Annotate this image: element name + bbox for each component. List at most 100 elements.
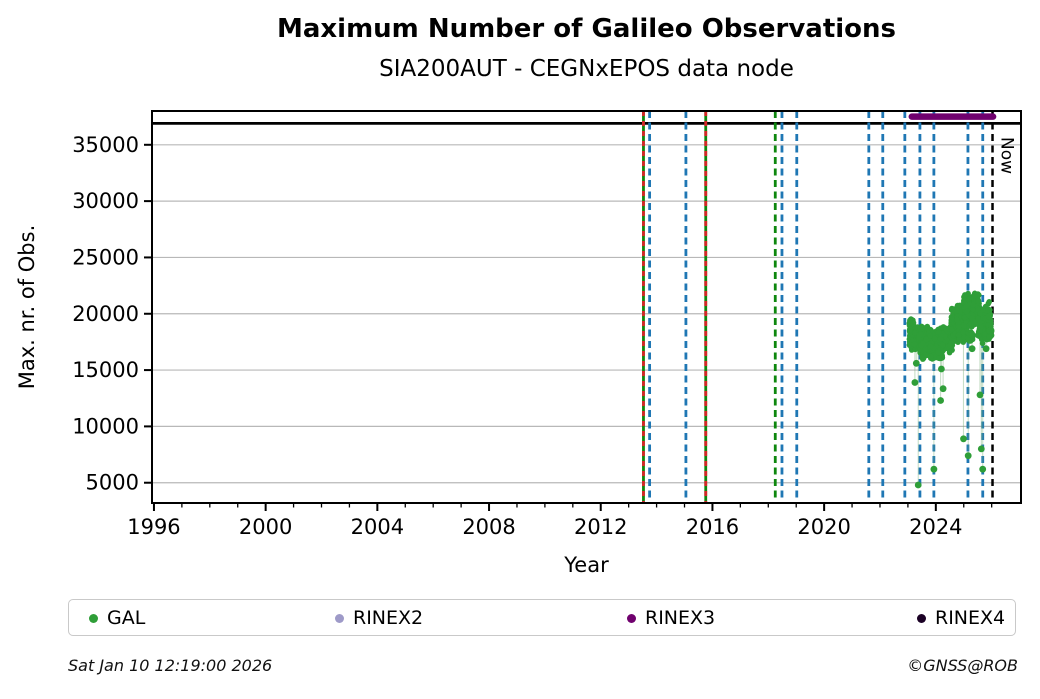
x-tick-label: 2020 — [797, 515, 850, 539]
chart-subtitle: SIA200AUT - CEGNxEPOS data node — [379, 56, 794, 82]
gal-outlier-point — [976, 391, 984, 399]
gal-point — [977, 318, 983, 325]
gal-point — [969, 315, 975, 321]
y-tick-label: 25000 — [72, 245, 139, 269]
gal-point — [917, 331, 924, 338]
gal-point — [963, 308, 970, 315]
gal-point — [986, 334, 993, 341]
x-tick-label: 2016 — [686, 515, 739, 539]
credit-text: ©GNSS@ROB — [907, 656, 1018, 675]
y-tick-label: 10000 — [72, 414, 139, 438]
gal-outlier-point — [964, 452, 972, 460]
y-tick-label: 35000 — [72, 133, 139, 157]
gal-outlier-point — [914, 481, 922, 489]
x-tick-label: 2012 — [574, 515, 627, 539]
rinex2-marker-icon — [335, 614, 344, 623]
gal-point — [910, 320, 916, 327]
gal-point — [935, 329, 942, 335]
legend-item-rinex2: RINEX2 — [335, 600, 423, 637]
gal-outlier-point — [930, 465, 938, 473]
legend-item-gal: GAL — [89, 600, 145, 637]
legend: GAL RINEX2 RINEX3 RINEX4 — [68, 599, 1016, 636]
gal-point — [979, 340, 986, 347]
gal-point — [977, 328, 983, 334]
gal-point — [986, 299, 992, 305]
gal-point — [962, 292, 968, 298]
gal-outlier-point — [939, 385, 947, 393]
gal-point — [977, 310, 983, 317]
gal-point — [975, 298, 982, 304]
rinex3-marker-icon — [627, 614, 636, 623]
gal-point — [954, 307, 960, 314]
gal-point — [971, 291, 978, 298]
gal-point — [937, 336, 944, 342]
gal-outlier-point — [912, 359, 920, 367]
legend-item-rinex4: RINEX4 — [917, 600, 1005, 637]
x-tick-label: 2008 — [462, 515, 515, 539]
y-tick-label: 20000 — [72, 302, 139, 326]
now-label: Now — [997, 137, 1017, 174]
gal-point — [954, 316, 960, 323]
gal-point — [923, 352, 929, 359]
gal-point — [923, 324, 929, 331]
legend-label: RINEX4 — [935, 607, 1006, 629]
gal-point — [975, 333, 982, 339]
legend-label: RINEX2 — [353, 607, 424, 629]
gal-outlier-point — [979, 465, 987, 473]
y-tick-label: 5000 — [86, 471, 139, 495]
gal-point — [985, 313, 992, 320]
gal-point — [911, 341, 918, 348]
gal-point — [932, 335, 938, 342]
gal-outlier-point — [911, 379, 919, 386]
gal-point — [961, 322, 967, 329]
gal-point — [935, 349, 942, 356]
gal-point — [970, 306, 976, 313]
gal-point — [988, 326, 994, 333]
gal-outlier-point — [968, 345, 976, 353]
gal-point — [927, 343, 934, 350]
gal-point — [919, 325, 925, 332]
chart-title: Maximum Number of Galileo Observations — [276, 14, 897, 44]
gal-point — [963, 303, 970, 309]
x-tick-label: 1996 — [127, 515, 180, 539]
gal-point — [912, 329, 918, 336]
gal-point — [954, 303, 961, 309]
legend-item-rinex3: RINEX3 — [627, 600, 715, 637]
gal-point — [969, 331, 975, 338]
gal-marker-icon — [89, 614, 98, 623]
gal-point — [955, 332, 962, 338]
gal-point — [949, 326, 955, 333]
gal-point — [948, 340, 955, 346]
gal-point — [980, 306, 986, 313]
gal-point — [920, 340, 926, 347]
y-axis-label: Max. nr. of Obs. — [15, 225, 39, 390]
gal-point — [947, 348, 953, 355]
x-tick-label: 2004 — [351, 515, 404, 539]
gal-outlier-point — [960, 435, 967, 443]
timestamp-text: Sat Jan 10 12:19:00 2026 — [68, 656, 273, 675]
legend-label: RINEX3 — [645, 607, 716, 629]
gal-point — [939, 342, 946, 348]
y-tick-label: 15000 — [72, 358, 139, 382]
gal-point — [927, 353, 934, 360]
gal-point — [960, 329, 966, 336]
plot-border — [151, 110, 1022, 504]
x-tick-label: 2000 — [239, 515, 292, 539]
x-axis-label: Year — [563, 553, 609, 577]
gal-point — [907, 341, 913, 348]
gal-point — [970, 301, 976, 308]
x-tick-label: 2024 — [909, 515, 962, 539]
gal-point — [936, 355, 942, 362]
legend-label: GAL — [107, 607, 146, 629]
gal-outlier-point — [977, 445, 985, 453]
gal-point — [923, 336, 930, 343]
gal-outlier-point — [937, 397, 944, 404]
gal-point — [906, 328, 913, 334]
gal-outlier-point — [982, 345, 990, 353]
gal-point — [927, 333, 933, 339]
rinex4-marker-icon — [917, 614, 926, 623]
y-tick-label: 30000 — [72, 189, 139, 213]
gal-outlier-point — [938, 365, 945, 373]
